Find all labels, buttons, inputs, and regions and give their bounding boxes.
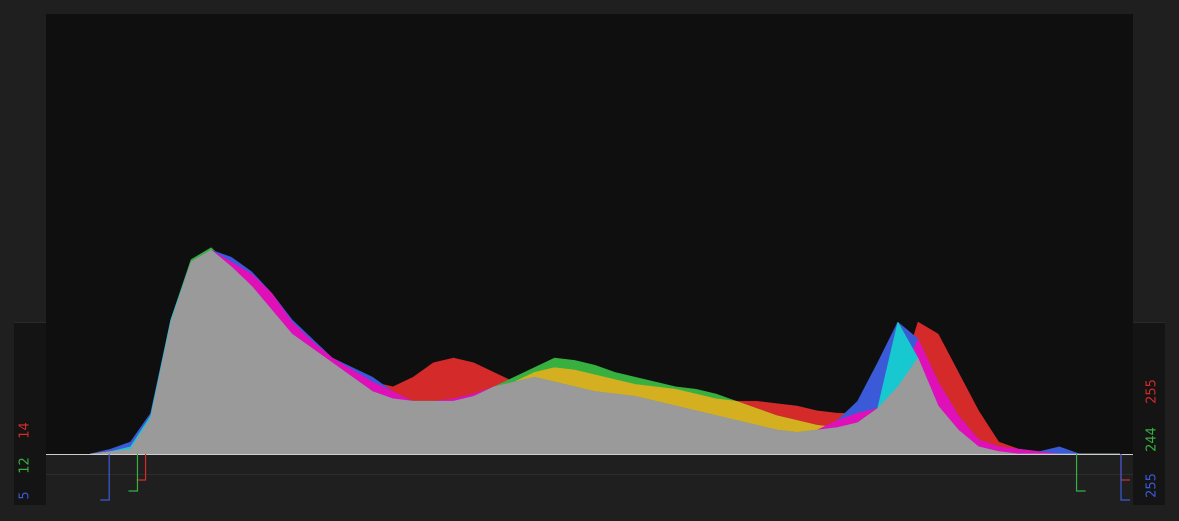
right-label-blue: 255: [1144, 473, 1160, 498]
right-levels-panel: [1133, 322, 1165, 505]
right-label-red: 255: [1144, 379, 1160, 404]
black-point-marker-green: [128, 454, 139, 492]
black-point-marker-blue: [100, 454, 110, 501]
left-label-red: 14: [17, 422, 33, 439]
left-levels-panel: [14, 322, 46, 505]
left-label-blue: 5: [17, 491, 33, 500]
white-point-marker-blue: [1120, 454, 1130, 501]
right-label-green: 244: [1144, 427, 1160, 452]
white-point-marker-red: [1120, 454, 1130, 481]
white-point-marker-green: [1075, 454, 1086, 492]
black-point-marker-red: [136, 454, 147, 481]
area-gray-all: [89, 249, 1120, 455]
left-label-green: 12: [17, 457, 33, 474]
